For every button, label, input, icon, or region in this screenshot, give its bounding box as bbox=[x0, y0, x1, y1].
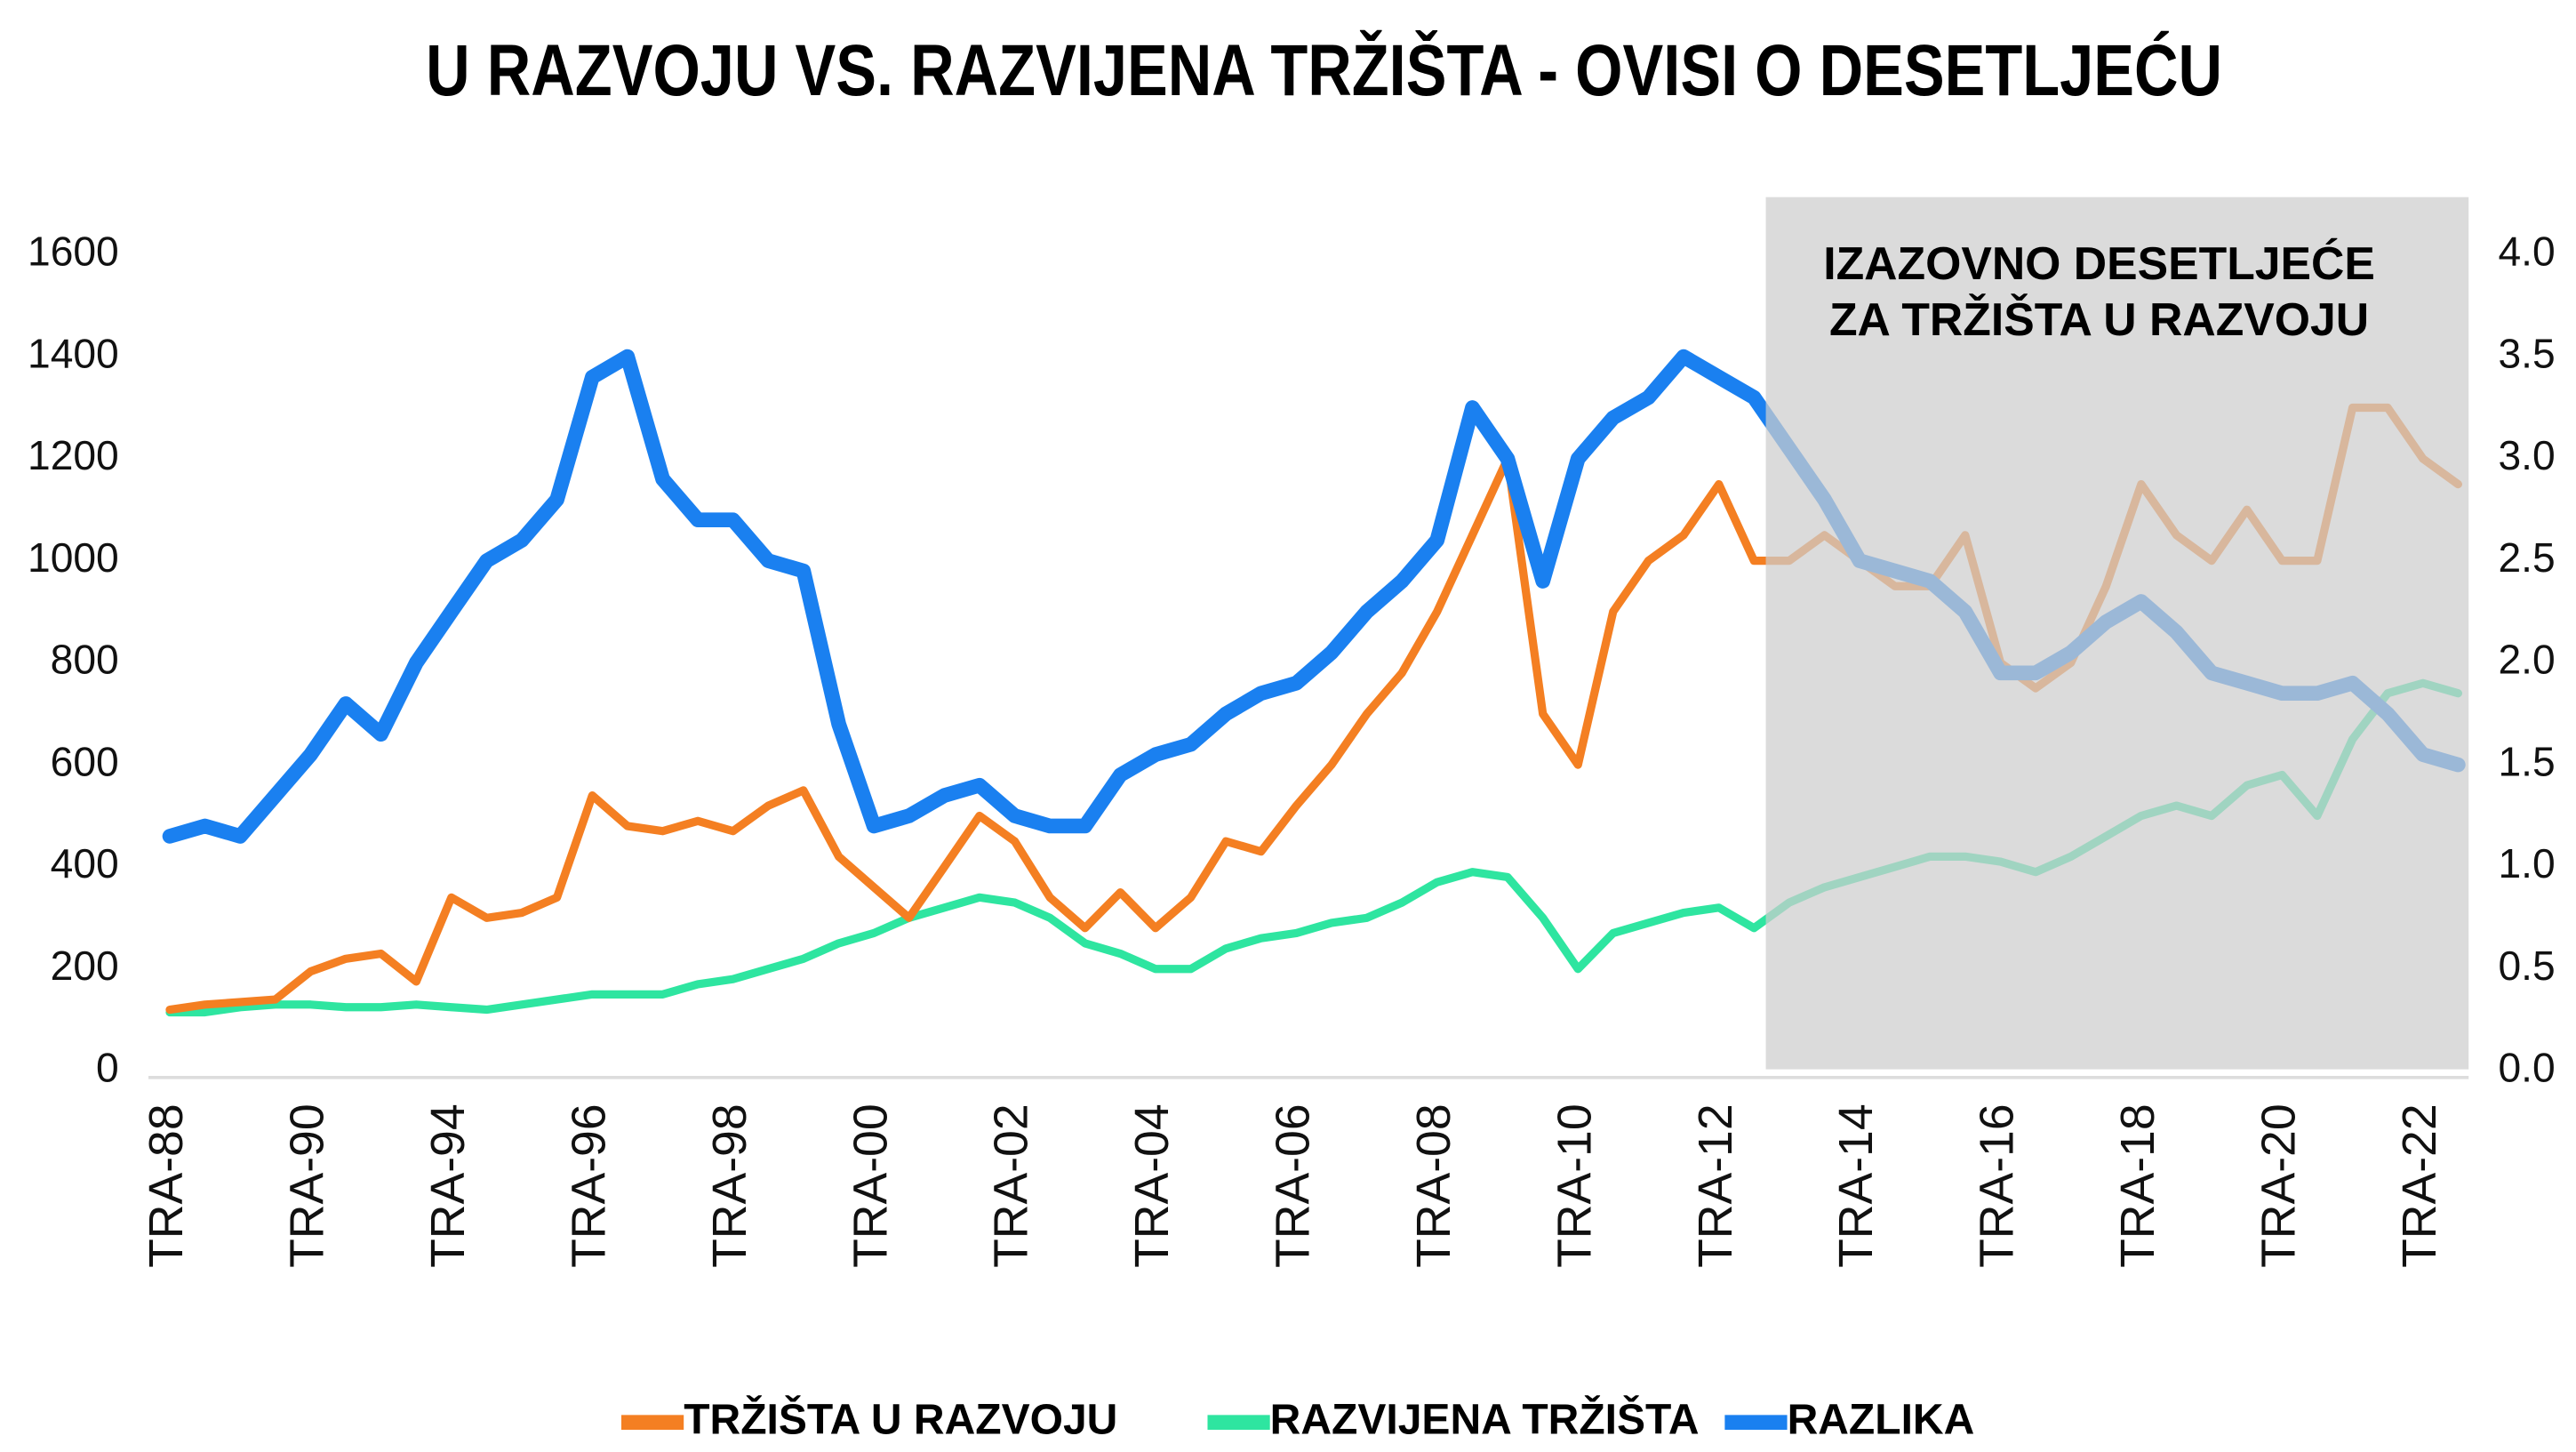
annotation: IZAZOVNO DESETLJEĆE bbox=[1823, 237, 2375, 289]
x-tick-label: TRA-98 bbox=[704, 1103, 756, 1268]
x-tick-label: TRA-16 bbox=[1972, 1103, 2024, 1268]
y2-tick-label: 2.5 bbox=[2498, 534, 2555, 581]
y2-tick-label: 3.5 bbox=[2498, 330, 2555, 376]
y2-tick-label: 1.0 bbox=[2498, 840, 2555, 886]
legend-item: RAZVIJENA TRŽIŠTA bbox=[1207, 1394, 1700, 1443]
annotation: ZA TRŽIŠTA U RAZVOJU bbox=[1829, 293, 2369, 345]
chart-title: U RAZVOJU VS. RAZVIJENA TRŽIŠTA - OVISI … bbox=[426, 29, 2222, 111]
y-tick-label: 0 bbox=[96, 1045, 119, 1091]
y2-tick-label: 0.5 bbox=[2498, 943, 2555, 989]
legend-item: TRŽIŠTA U RAZVOJU bbox=[621, 1394, 1117, 1443]
x-tick-label: TRA-88 bbox=[140, 1103, 193, 1268]
x-tick-label: TRA-22 bbox=[2394, 1103, 2446, 1268]
y-tick-label: 1200 bbox=[28, 432, 119, 478]
x-tick-label: TRA-20 bbox=[2253, 1103, 2306, 1268]
legend-item: RAZLIKA bbox=[1724, 1396, 1974, 1443]
x-tick-label: TRA-04 bbox=[1126, 1103, 1179, 1268]
y-tick-label: 1400 bbox=[28, 330, 119, 376]
legend-label: RAZVIJENA TRŽIŠTA bbox=[1270, 1394, 1700, 1443]
x-tick-label: TRA-18 bbox=[2112, 1103, 2164, 1268]
x-tick-label: TRA-12 bbox=[1690, 1103, 1742, 1268]
y-tick-label: 600 bbox=[51, 738, 119, 784]
legend-label: RAZLIKA bbox=[1788, 1396, 1975, 1443]
y-tick-label: 800 bbox=[51, 637, 119, 683]
y-tick-label: 1600 bbox=[28, 229, 119, 275]
legend-label: TRŽIŠTA U RAZVOJU bbox=[684, 1394, 1117, 1443]
y2-tick-label: 0.0 bbox=[2498, 1045, 2555, 1091]
y2-tick-label: 2.0 bbox=[2498, 637, 2555, 683]
x-tick-label: TRA-94 bbox=[422, 1103, 475, 1268]
y-tick-label: 1000 bbox=[28, 534, 119, 581]
y-tick-label: 400 bbox=[51, 840, 119, 886]
x-tick-label: TRA-08 bbox=[1408, 1103, 1460, 1268]
y2-tick-label: 3.0 bbox=[2498, 432, 2555, 478]
y2-tick-label: 1.5 bbox=[2498, 738, 2555, 784]
x-tick-label: TRA-02 bbox=[986, 1103, 1038, 1268]
x-tick-label: TRA-90 bbox=[282, 1103, 334, 1268]
highlight-region bbox=[1765, 197, 2469, 1070]
y2-tick-label: 4.0 bbox=[2498, 229, 2555, 275]
x-tick-label: TRA-14 bbox=[1830, 1103, 1883, 1268]
x-tick-label: TRA-06 bbox=[1268, 1103, 1320, 1268]
x-tick-label: TRA-96 bbox=[563, 1103, 615, 1268]
y-tick-label: 200 bbox=[51, 943, 119, 989]
x-tick-label: TRA-00 bbox=[844, 1103, 897, 1268]
x-tick-label: TRA-10 bbox=[1548, 1103, 1601, 1268]
